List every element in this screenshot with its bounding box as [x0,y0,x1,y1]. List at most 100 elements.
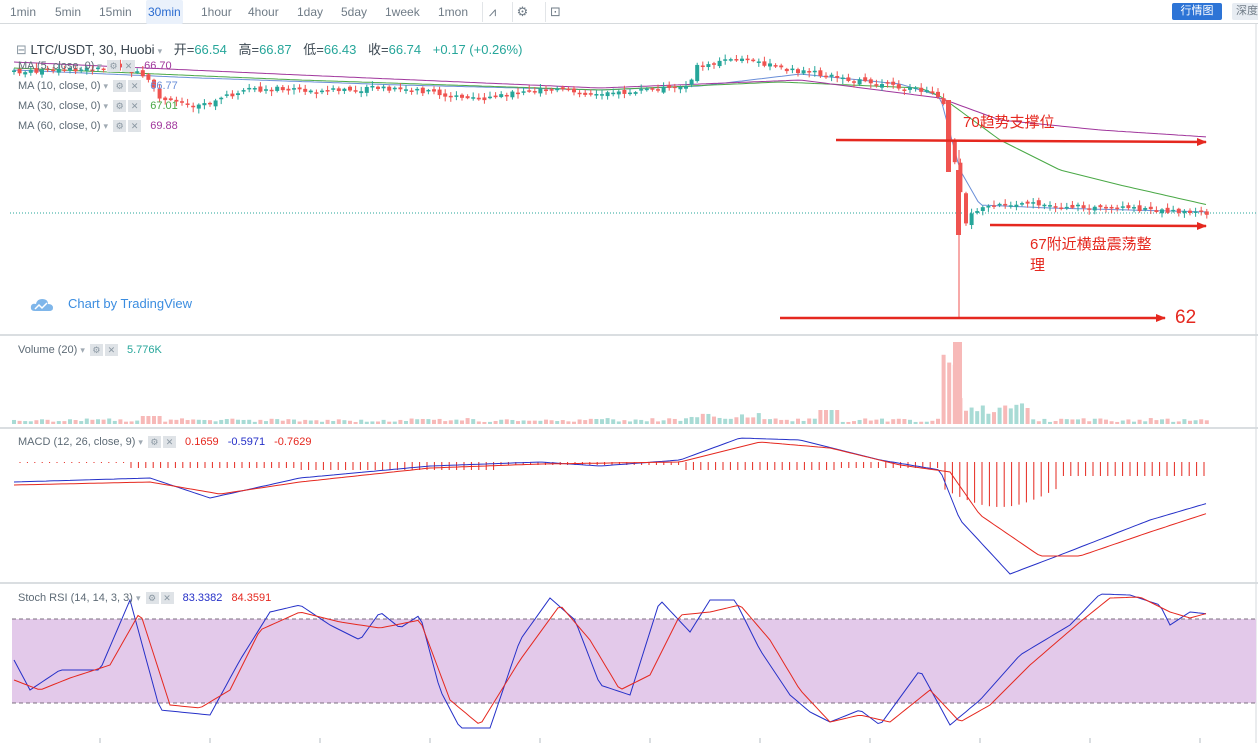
snapshot-icon[interactable]: ⊡ [545,2,565,22]
macd-legend[interactable]: MACD (12, 26, close, 9) ▾ ⚙ ✕ 0.1659 -0.59… [18,436,312,449]
chevron-down-icon[interactable]: ▾ [157,46,163,56]
close-icon[interactable]: ✕ [162,436,176,449]
candle-body [34,68,39,73]
volume-bar [986,413,991,424]
candle-body [191,105,196,108]
volume-legend[interactable]: Volume (20) ▾ ⚙ ✕ 5.776K [18,344,162,357]
candle-body [521,91,526,93]
gear-icon[interactable]: ⚙ [89,344,103,357]
ma30-legend[interactable]: MA (30, close, 0) ▾ ⚙ ✕ 67.01 [18,100,178,113]
close-icon[interactable]: ✕ [128,80,142,93]
candle-body [857,79,862,85]
candle-body [208,102,212,105]
volume-bar [1014,404,1019,424]
timeframe-1hour[interactable]: 1hour [201,5,232,19]
candle-body [17,68,22,74]
volume-bar [409,418,414,424]
timeframe-1mon[interactable]: 1mon [438,5,469,19]
ma60-line [13,61,1207,138]
volume-bar [168,419,173,424]
candle-body [510,91,515,98]
chart-canvas[interactable] [0,24,1258,743]
close-icon[interactable]: ✕ [160,592,174,605]
candle-body [381,86,386,89]
gear-icon[interactable]: ⚙ [113,120,127,133]
candle-body [331,88,336,90]
candle-body [202,103,207,106]
close-icon[interactable]: ✕ [104,344,118,357]
volume-bar [314,420,319,424]
volume-bar [1025,408,1030,424]
close-icon[interactable]: ✕ [122,60,136,73]
tradingview-branding[interactable]: Chart by TradingView [30,296,192,312]
volume-bar [45,419,50,424]
candle-body [1025,201,1030,204]
candle-body [241,90,246,92]
candle-body [672,86,677,89]
candle-body [936,91,940,97]
timeframe-4hour[interactable]: 4hour [248,5,279,19]
volume-bar [1059,418,1064,424]
volume-bar [723,418,728,424]
depth-chart-button[interactable]: 深度 [1232,3,1258,20]
candle-body [62,69,67,71]
close-icon[interactable]: ✕ [128,100,142,113]
candle-body [572,88,576,93]
volume-bar [700,413,705,424]
market-chart-button[interactable]: 行情图 [1172,3,1222,20]
volume-bar [387,421,392,424]
timeframe-5day[interactable]: 5day [341,5,368,19]
candle-body [219,97,224,100]
ma10-legend[interactable]: MA (10, close, 0) ▾ ⚙ ✕ 66.77 [18,80,178,93]
volume-bar [493,420,498,424]
gear-icon[interactable]: ⚙ [113,80,127,93]
symbol-label[interactable]: LTC/USDT, 30, Huobi [30,42,155,57]
volume-bar [1199,419,1204,424]
volume-bar [191,419,196,424]
candle-body [353,90,358,92]
candle-body [1171,209,1176,212]
gear-icon[interactable]: ⚙ [145,592,159,605]
candle-body [269,89,274,92]
volume-bar [471,419,476,424]
volume-bar [359,419,364,424]
candle-body [566,88,571,91]
volume-bar [280,420,285,424]
candle-body [768,63,772,67]
timeframe-5min[interactable]: 5min [55,5,82,19]
candle-body [656,89,660,91]
volume-bar [1193,420,1198,424]
ma5-legend[interactable]: MA (5, close, 0) ▾ ⚙ ✕ 66.70 [18,60,172,73]
timeframe-1day[interactable]: 1day [297,5,324,19]
timeframe-15min[interactable]: 15min [99,5,132,19]
volume-bar [807,418,812,424]
volume-bar [174,419,179,424]
candle-body [79,69,84,72]
candle-body [224,94,229,96]
candle-body [460,94,464,98]
candle-body [152,79,156,88]
candle-body [286,88,291,91]
gear-icon[interactable]: ⚙ [113,100,127,113]
gear-icon[interactable]: ⚙ [147,436,161,449]
candle-body [908,87,912,90]
candle-body [734,59,739,61]
ma60-legend[interactable]: MA (60, close, 0) ▾ ⚙ ✕ 69.88 [18,120,178,133]
volume-bar [252,421,257,424]
volume-bar [325,419,330,424]
chart-type-icon[interactable]: ⩘ [482,2,502,22]
candle-body [185,103,190,105]
stochrsi-legend[interactable]: Stoch RSI (14, 14, 3, 3) ▾ ⚙ ✕ 83.3382 84.… [18,592,272,605]
candle-body [1031,202,1036,204]
gear-icon[interactable]: ⚙ [107,60,121,73]
candle-body [157,88,162,99]
volume-bar [908,419,912,424]
timeframe-1min[interactable]: 1min [10,5,37,19]
timeframe-1week[interactable]: 1week [385,5,420,19]
volume-bar [51,421,56,424]
close-icon[interactable]: ✕ [128,120,142,133]
timeframe-30min[interactable]: 30min [146,0,183,24]
settings-gear-icon[interactable]: ⚙ [512,2,532,22]
volume-bar [616,421,621,424]
candle-body [1048,205,1052,207]
